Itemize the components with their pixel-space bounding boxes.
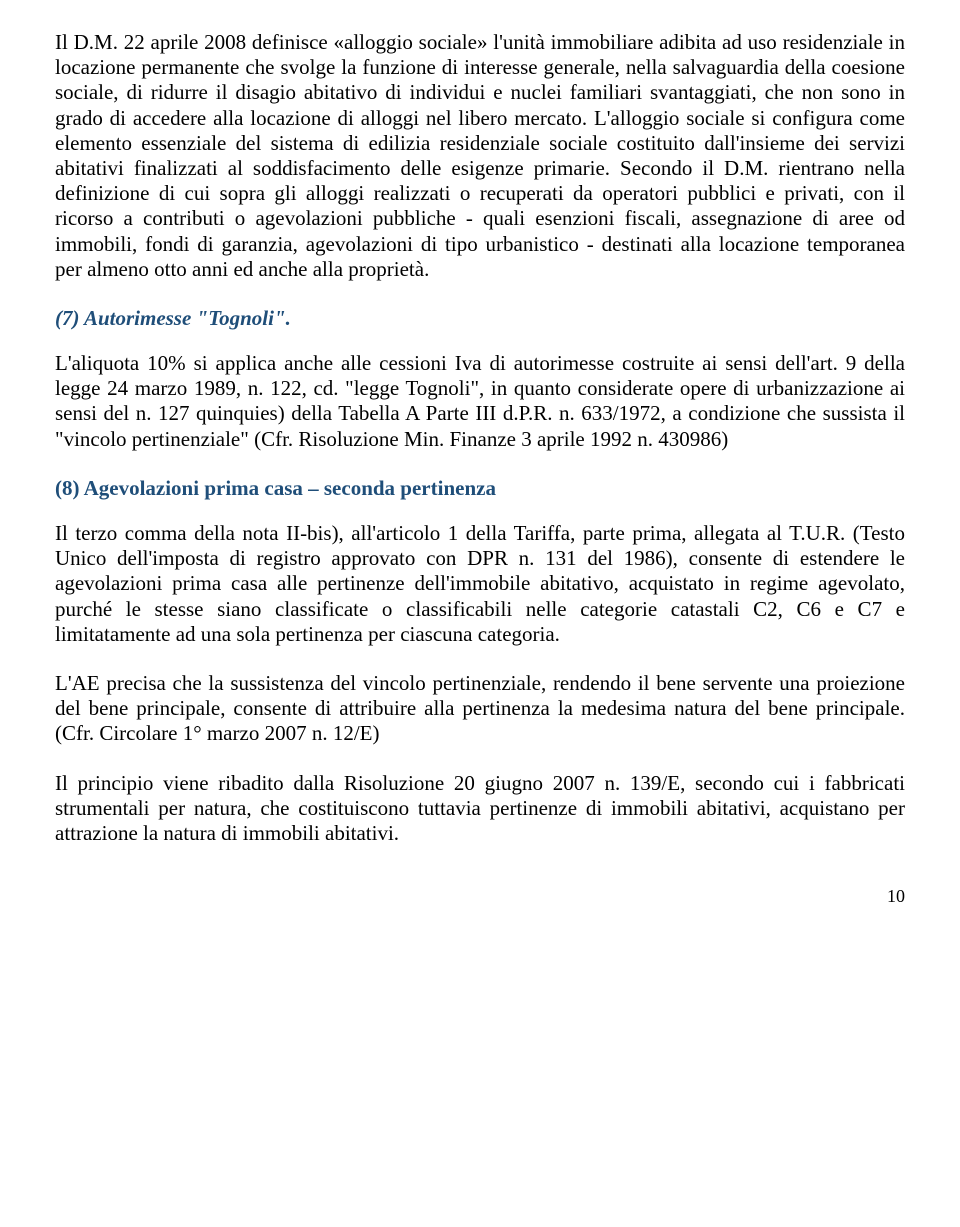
section-heading-8: (8) Agevolazioni prima casa – seconda pe… (55, 476, 905, 501)
body-paragraph-2: L'aliquota 10% si applica anche alle ces… (55, 351, 905, 452)
page-number: 10 (55, 886, 905, 908)
body-paragraph-3: Il terzo comma della nota II-bis), all'a… (55, 521, 905, 647)
section-heading-7: (7) Autorimesse "Tognoli". (55, 306, 905, 331)
body-paragraph-5: Il principio viene ribadito dalla Risolu… (55, 771, 905, 847)
body-paragraph-4: L'AE precisa che la sussistenza del vinc… (55, 671, 905, 747)
body-paragraph-1: Il D.M. 22 aprile 2008 definisce «allogg… (55, 30, 905, 282)
